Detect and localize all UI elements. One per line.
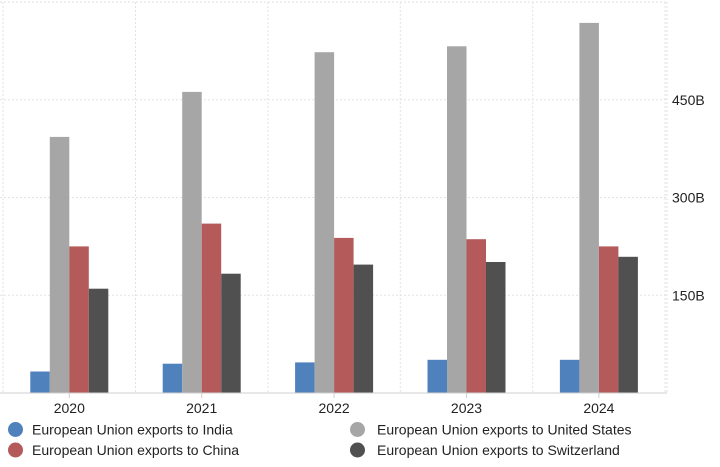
legend-marker [350, 422, 365, 437]
bar-2023-series-3 [486, 262, 506, 393]
y-tick-label: 150B [672, 287, 705, 303]
bars [30, 22, 638, 394]
x-tick-label: 2023 [451, 400, 482, 416]
x-tick-label: 2024 [583, 400, 614, 416]
bar-2024-series-1 [579, 22, 599, 394]
x-tick-label: 2022 [319, 400, 350, 416]
legend: European Union exports to India European … [8, 422, 632, 458]
bar-2021-series-3 [221, 273, 241, 393]
legend-label: European Union exports to Switzerland [377, 442, 620, 458]
bar-2020-series-0 [30, 371, 50, 393]
x-axis: 2020 2021 2022 2023 2024 [0, 392, 667, 416]
legend-item: European Union exports to China [8, 442, 239, 458]
legend-label: European Union exports to United States [377, 422, 632, 438]
bar-2023-series-1 [447, 46, 467, 394]
bar-2024-series-3 [618, 256, 638, 393]
bar-2021-series-1 [182, 91, 202, 394]
bar-2024-series-0 [559, 359, 580, 393]
x-tick-label: 2020 [54, 400, 85, 416]
legend-item: European Union exports to Switzerland [350, 442, 620, 458]
bar-2023-series-0 [427, 359, 447, 393]
bar-2021-series-0 [162, 363, 183, 393]
x-tick-label: 2021 [186, 400, 217, 416]
legend-label: European Union exports to India [32, 422, 233, 438]
legend-marker [350, 442, 365, 458]
bar-2020-series-3 [88, 288, 109, 393]
bar-2020-series-1 [49, 136, 70, 393]
bar-2022-series-3 [353, 264, 374, 393]
legend-label: European Union exports to China [32, 442, 239, 458]
y-axis: 150B 300B 450B [672, 92, 705, 304]
bar-2020-series-2 [69, 246, 89, 393]
bar-2021-series-2 [201, 223, 222, 393]
legend-marker [8, 422, 23, 437]
bar-2022-series-2 [334, 237, 354, 393]
y-tick-label: 450B [672, 92, 705, 108]
bar-2022-series-1 [314, 52, 335, 393]
bar-2022-series-0 [295, 362, 315, 393]
legend-item: European Union exports to India [8, 422, 233, 438]
bar-2024-series-2 [598, 246, 619, 393]
legend-marker [8, 442, 23, 458]
legend-item: European Union exports to United States [350, 422, 632, 438]
bar-2023-series-2 [466, 239, 486, 393]
y-tick-label: 300B [672, 190, 705, 206]
